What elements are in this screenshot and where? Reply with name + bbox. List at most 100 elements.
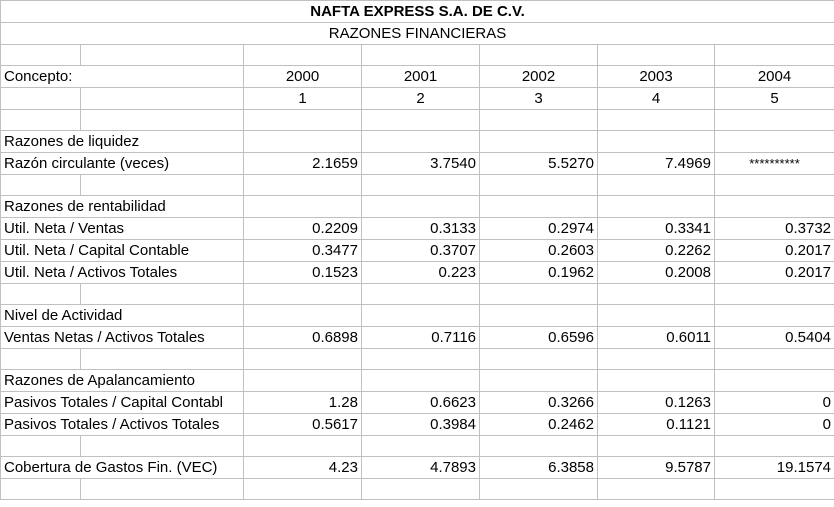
cell[interactable]: [713, 195, 834, 218]
value-cell[interactable]: 5.5270: [479, 152, 598, 175]
cell[interactable]: [80, 87, 244, 110]
cell[interactable]: [713, 435, 834, 457]
value-cell[interactable]: 0: [713, 413, 834, 436]
value-cell[interactable]: 0.2017: [713, 261, 834, 284]
cell[interactable]: [713, 369, 834, 392]
cell[interactable]: [80, 109, 244, 131]
cell[interactable]: [361, 369, 480, 392]
row-label[interactable]: Util. Neta / Ventas: [0, 217, 244, 240]
cell[interactable]: [243, 304, 362, 327]
value-cell[interactable]: 0.2008: [597, 261, 715, 284]
value-cell[interactable]: 0.3707: [361, 239, 480, 262]
row-label[interactable]: Pasivos Totales / Capital Contabl: [0, 391, 244, 414]
value-cell[interactable]: 0.2209: [243, 217, 362, 240]
cell[interactable]: [479, 195, 598, 218]
section-heading[interactable]: Razones de Apalancamiento: [0, 369, 244, 392]
value-cell[interactable]: 0.2017: [713, 239, 834, 262]
section-heading[interactable]: Razones de rentabilidad: [0, 195, 244, 218]
cell[interactable]: [361, 44, 480, 66]
value-cell[interactable]: 4.7893: [361, 456, 480, 479]
cell[interactable]: [479, 369, 598, 392]
value-cell[interactable]: 0: [713, 391, 834, 414]
company-title[interactable]: NAFTA EXPRESS S.A. DE C.V.: [0, 0, 834, 23]
value-cell[interactable]: 0.5617: [243, 413, 362, 436]
value-cell[interactable]: 0.1121: [597, 413, 715, 436]
cell[interactable]: [0, 174, 81, 196]
section-heading[interactable]: Nivel de Actividad: [0, 304, 244, 327]
value-cell[interactable]: 0.3984: [361, 413, 480, 436]
cell[interactable]: [0, 478, 81, 500]
sheet-subtitle[interactable]: RAZONES FINANCIERAS: [0, 22, 834, 45]
period-cell[interactable]: 5: [713, 87, 834, 110]
cell[interactable]: [597, 174, 715, 196]
row-label[interactable]: Pasivos Totales / Activos Totales: [0, 413, 244, 436]
cell[interactable]: [80, 283, 244, 305]
cell[interactable]: [243, 195, 362, 218]
value-cell[interactable]: 0.6623: [361, 391, 480, 414]
value-cell[interactable]: 0.3477: [243, 239, 362, 262]
section-heading[interactable]: Razones de liquidez: [0, 130, 244, 153]
cell[interactable]: [0, 283, 81, 305]
value-cell[interactable]: 0.3266: [479, 391, 598, 414]
cell[interactable]: [243, 283, 362, 305]
cell[interactable]: [0, 109, 81, 131]
cell[interactable]: [243, 44, 362, 66]
cell[interactable]: [479, 283, 598, 305]
value-cell[interactable]: 0.3133: [361, 217, 480, 240]
value-cell[interactable]: 7.4969: [597, 152, 715, 175]
value-cell[interactable]: 1.28: [243, 391, 362, 414]
cell[interactable]: [361, 304, 480, 327]
cell[interactable]: [0, 435, 81, 457]
cell[interactable]: [713, 109, 834, 131]
cell[interactable]: [243, 174, 362, 196]
cell[interactable]: [479, 304, 598, 327]
value-cell[interactable]: 3.7540: [361, 152, 480, 175]
cell[interactable]: [243, 130, 362, 153]
row-label[interactable]: Cobertura de Gastos Fin. (VEC): [0, 456, 244, 479]
cell[interactable]: [479, 174, 598, 196]
cell[interactable]: [713, 478, 834, 500]
value-cell[interactable]: 0.223: [361, 261, 480, 284]
value-cell[interactable]: 2.1659: [243, 152, 362, 175]
value-cell[interactable]: 0.5404: [713, 326, 834, 349]
value-cell[interactable]: 0.6596: [479, 326, 598, 349]
cell[interactable]: [80, 348, 244, 370]
value-cell[interactable]: 0.7116: [361, 326, 480, 349]
cell[interactable]: [597, 283, 715, 305]
cell[interactable]: [243, 369, 362, 392]
cell[interactable]: [0, 348, 81, 370]
cell[interactable]: [361, 348, 480, 370]
cell[interactable]: [597, 304, 715, 327]
row-label[interactable]: Ventas Netas / Activos Totales: [0, 326, 244, 349]
cell[interactable]: [80, 435, 244, 457]
value-cell[interactable]: 0.3732: [713, 217, 834, 240]
value-cell[interactable]: **********: [713, 152, 834, 175]
period-cell[interactable]: 3: [479, 87, 598, 110]
cell[interactable]: [361, 174, 480, 196]
value-cell[interactable]: 0.1263: [597, 391, 715, 414]
cell[interactable]: [80, 174, 244, 196]
cell[interactable]: [243, 435, 362, 457]
cell[interactable]: [479, 478, 598, 500]
concept-label[interactable]: Concepto:: [0, 65, 244, 88]
value-cell[interactable]: 0.1523: [243, 261, 362, 284]
value-cell[interactable]: 4.23: [243, 456, 362, 479]
cell[interactable]: [479, 348, 598, 370]
cell[interactable]: [243, 348, 362, 370]
cell[interactable]: [361, 478, 480, 500]
cell[interactable]: [713, 44, 834, 66]
cell[interactable]: [597, 478, 715, 500]
cell[interactable]: [597, 348, 715, 370]
value-cell[interactable]: 0.3341: [597, 217, 715, 240]
row-label[interactable]: Util. Neta / Activos Totales: [0, 261, 244, 284]
value-cell[interactable]: 9.5787: [597, 456, 715, 479]
year-cell[interactable]: 2002: [479, 65, 598, 88]
year-cell[interactable]: 2001: [361, 65, 480, 88]
value-cell[interactable]: 0.6898: [243, 326, 362, 349]
cell[interactable]: [597, 109, 715, 131]
value-cell[interactable]: 0.2262: [597, 239, 715, 262]
cell[interactable]: [361, 435, 480, 457]
period-cell[interactable]: 4: [597, 87, 715, 110]
year-cell[interactable]: 2003: [597, 65, 715, 88]
cell[interactable]: [479, 44, 598, 66]
